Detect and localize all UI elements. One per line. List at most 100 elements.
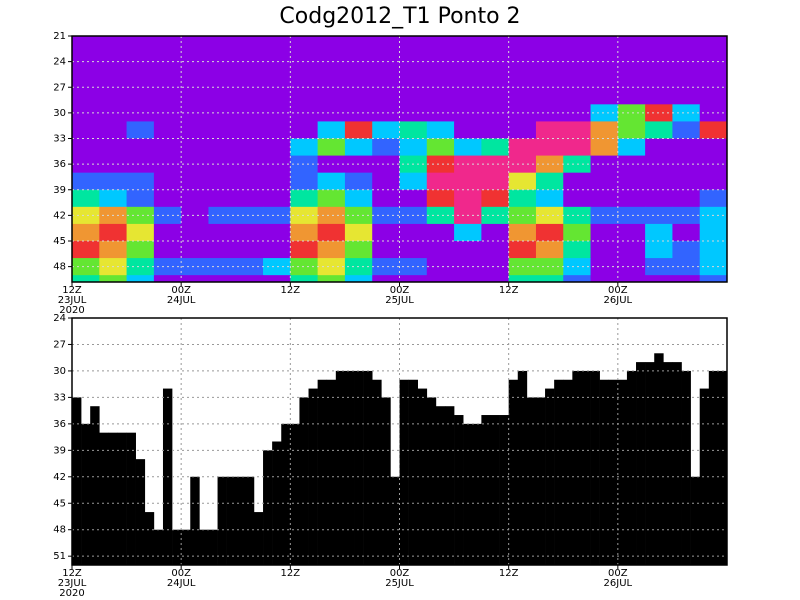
- bar: [335, 370, 346, 565]
- heatmap-cell: [208, 241, 237, 259]
- heatmap-cell: [426, 87, 455, 105]
- y-tick-label: 42: [53, 210, 66, 221]
- heatmap-cell: [481, 241, 510, 259]
- heatmap-cell: [235, 155, 264, 174]
- heatmap-cell: [290, 155, 319, 174]
- heatmap-cell: [454, 70, 482, 88]
- heatmap-cell: [126, 275, 155, 282]
- bar: [636, 362, 646, 565]
- heatmap-cell: [508, 189, 537, 208]
- heatmap-cell: [153, 223, 182, 242]
- bar: [481, 415, 491, 565]
- heatmap-cell: [535, 53, 564, 71]
- heatmap-cell: [426, 223, 455, 242]
- bar: [135, 459, 146, 565]
- bar: [681, 370, 691, 565]
- y-tick-label: 45: [53, 236, 66, 247]
- heatmap-cell: [235, 121, 264, 139]
- heatmap-cell: [235, 241, 264, 259]
- heatmap-cell: [590, 121, 619, 139]
- heatmap-cell: [617, 223, 646, 242]
- x-tick-label: 12Z 23JUL 2020: [58, 568, 87, 599]
- heatmap-cell: [645, 104, 673, 122]
- heatmap-cell: [372, 70, 400, 88]
- heatmap-cell: [317, 121, 346, 139]
- heatmap-cell: [645, 172, 673, 191]
- heatmap-cell: [535, 138, 564, 157]
- y-tick-label: 39: [53, 445, 66, 456]
- heatmap-cell: [99, 241, 128, 259]
- heatmap-cell: [645, 241, 673, 259]
- heatmap-cell: [645, 87, 673, 105]
- heatmap-cell: [535, 275, 564, 282]
- heatmap-cell: [372, 87, 400, 105]
- bar: [699, 388, 710, 565]
- heatmap-cell: [372, 104, 400, 122]
- heatmap-cell: [235, 53, 264, 71]
- heatmap-cell: [72, 121, 100, 139]
- heatmap-cell: [699, 189, 727, 208]
- heatmap-cell: [126, 104, 155, 122]
- heatmap-cell: [590, 104, 619, 122]
- heatmap-cell: [153, 87, 182, 105]
- bar: [463, 423, 473, 565]
- heatmap-cell: [263, 87, 291, 105]
- heatmap-cell: [590, 223, 619, 242]
- bar: [426, 397, 437, 565]
- heatmap-cell: [672, 206, 701, 225]
- heatmap-cell: [399, 87, 428, 105]
- bar: [444, 406, 455, 565]
- heatmap-cell: [481, 138, 510, 157]
- heatmap-cell: [235, 36, 264, 54]
- heatmap-cell: [126, 223, 155, 242]
- heatmap-cell: [99, 172, 128, 191]
- heatmap-cell: [672, 87, 701, 105]
- heatmap-cell: [590, 275, 619, 282]
- heatmap-cell: [181, 241, 209, 259]
- heatmap-cell: [263, 155, 291, 174]
- heatmap-cell: [699, 172, 727, 191]
- heatmap-cell: [617, 53, 646, 71]
- x-tick-label: 00Z 25JUL: [385, 285, 414, 306]
- heatmap-cell: [317, 36, 346, 54]
- heatmap-cell: [672, 53, 701, 71]
- heatmap-cell: [290, 206, 319, 225]
- bar: [563, 379, 573, 565]
- heatmap-cell: [208, 121, 237, 139]
- heatmap-cell: [290, 104, 319, 122]
- bar: [117, 432, 127, 565]
- heatmap-cell: [344, 70, 373, 88]
- bar: [226, 476, 237, 565]
- heatmap-cell: [426, 70, 455, 88]
- heatmap-cell: [344, 87, 373, 105]
- heatmap-cell: [672, 155, 701, 174]
- heatmap-cell: [99, 121, 128, 139]
- heatmap-cell: [645, 189, 673, 208]
- heatmap-cell: [290, 172, 319, 191]
- heatmap-cell: [181, 172, 209, 191]
- bar: [153, 529, 164, 565]
- heatmap-cell: [126, 36, 155, 54]
- heatmap-cell: [617, 87, 646, 105]
- heatmap-cell: [535, 172, 564, 191]
- y-tick-label: 21: [53, 31, 66, 42]
- heatmap-cell: [535, 155, 564, 174]
- heatmap-cell: [699, 138, 727, 157]
- heatmap-cell: [645, 70, 673, 88]
- heatmap-cell: [672, 104, 701, 122]
- heatmap-cell: [590, 206, 619, 225]
- heatmap-cell: [617, 138, 646, 157]
- x-tick-label: 12Z: [281, 285, 301, 296]
- heatmap-cell: [317, 138, 346, 157]
- bar: [344, 370, 355, 565]
- heatmap-cell: [181, 189, 209, 208]
- bar: [599, 379, 610, 565]
- heatmap-cell: [126, 258, 155, 276]
- bar: [235, 476, 246, 565]
- heatmap-cell: [454, 121, 482, 139]
- bar: [99, 432, 109, 565]
- heatmap-cell: [317, 258, 346, 276]
- heatmap-cell: [481, 87, 510, 105]
- heatmap-cell: [72, 189, 100, 208]
